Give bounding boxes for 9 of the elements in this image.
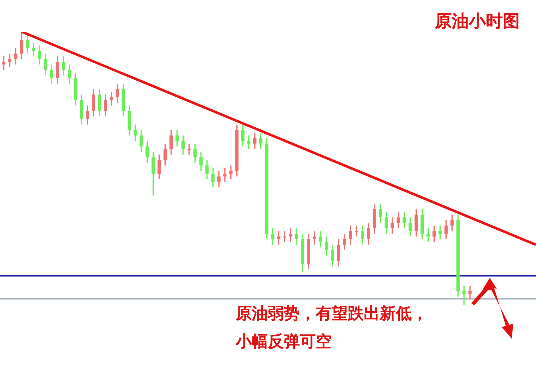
text: 小幅反弹可空	[236, 332, 332, 353]
chart-title: 原油小时图	[435, 11, 520, 33]
candlestick	[468, 286, 472, 300]
candlestick	[224, 168, 227, 182]
candlestick	[462, 286, 466, 305]
annotation: 原油弱势，有望跌出新低，	[236, 304, 428, 325]
candlestick	[313, 231, 316, 245]
candlestick	[188, 144, 191, 155]
candlestick	[355, 226, 358, 237]
